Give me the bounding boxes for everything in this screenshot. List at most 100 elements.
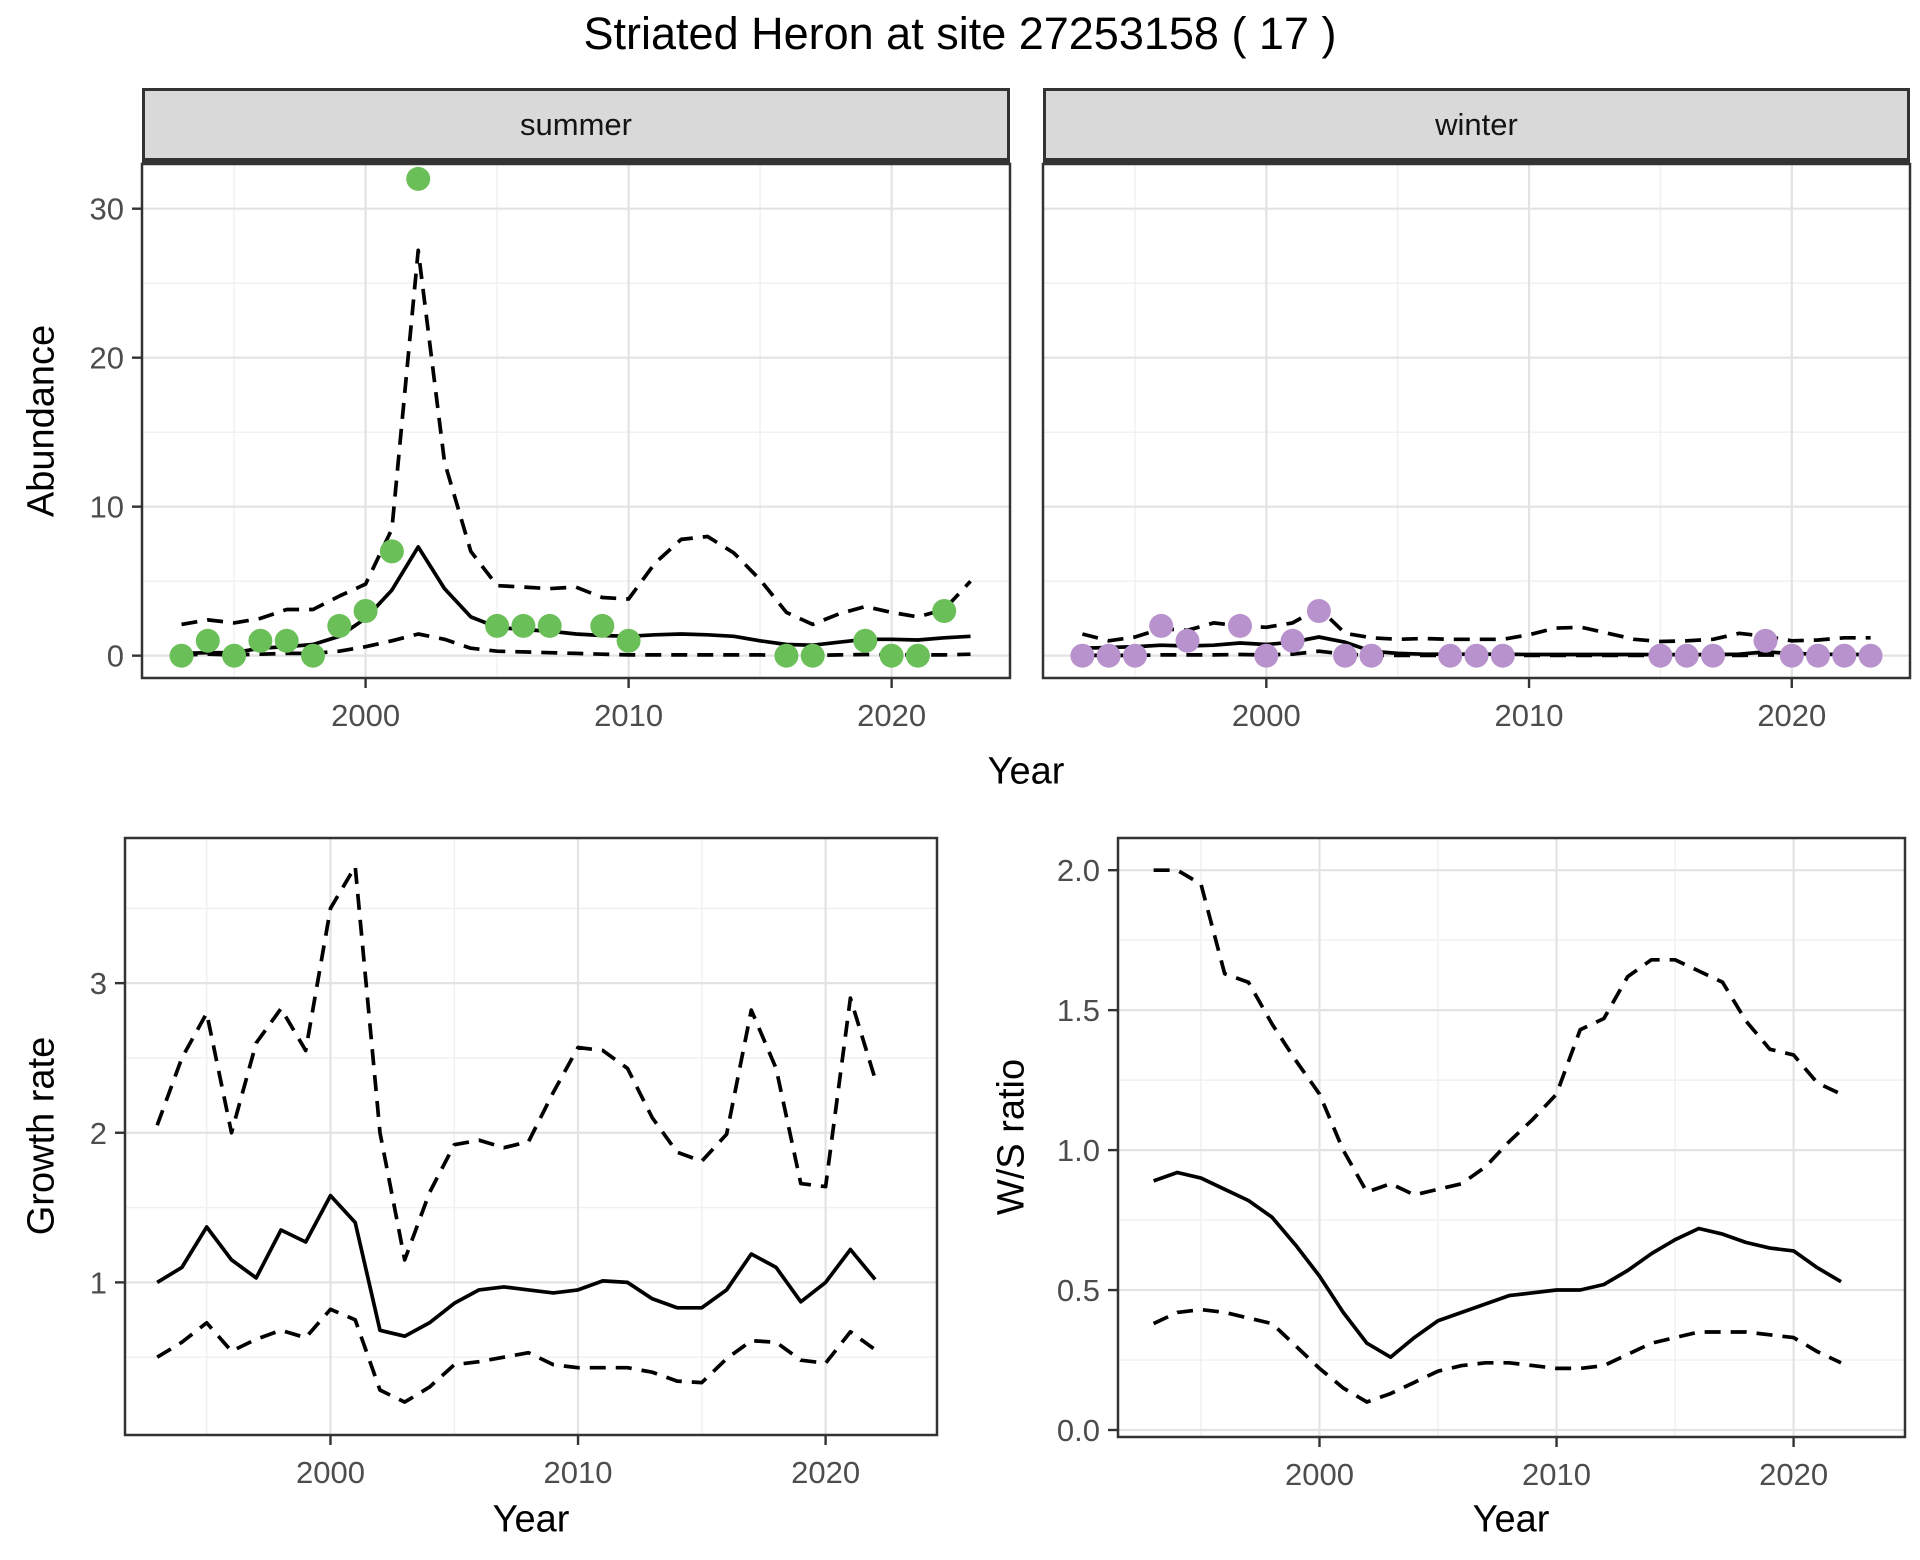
- data-point: [1806, 643, 1830, 668]
- panel-border: [1116, 836, 1907, 1439]
- data-point: [1832, 643, 1857, 668]
- data-point: [616, 628, 641, 653]
- panel-border: [140, 162, 1012, 680]
- data-point: [327, 613, 352, 638]
- x-tick-label: 2010: [1495, 698, 1564, 733]
- series-lower_ci: [1152, 1307, 1842, 1404]
- panel-border: [123, 836, 939, 1437]
- data-point: [1464, 643, 1489, 668]
- data-point: [800, 643, 825, 668]
- panel-abundance-winter: 2000 2010 2020: [1041, 162, 1912, 733]
- series-mean: [181, 545, 971, 656]
- gridlines: [1043, 164, 1910, 678]
- gridlines: [142, 164, 1010, 678]
- data-point: [1438, 643, 1463, 668]
- x-tick-label: 2000: [331, 698, 400, 733]
- data-point: [1149, 613, 1174, 638]
- data-point: [774, 643, 799, 668]
- data-point: [511, 613, 536, 638]
- data-point: [1175, 628, 1200, 653]
- data-point: [485, 613, 510, 638]
- x-tick-label: 2000: [1232, 698, 1301, 733]
- data-point: [1490, 643, 1515, 668]
- data-point: [1228, 613, 1252, 638]
- data-point: [353, 599, 378, 623]
- data-point: [1070, 643, 1095, 668]
- x-tick-label: 2000: [296, 1455, 365, 1490]
- panel-growth-rate: 2000 2010 2020 1 2 3: [90, 836, 939, 1490]
- x-tick-label: 2020: [1759, 1457, 1828, 1492]
- x-tick-label: 2010: [594, 698, 663, 733]
- data-point: [195, 628, 220, 653]
- data-point: [932, 599, 957, 623]
- y-tick-label: 0.0: [1057, 1413, 1100, 1448]
- data-point: [379, 539, 404, 564]
- x-tick-label: 2020: [791, 1455, 860, 1490]
- x-tick-label: 2010: [544, 1455, 613, 1490]
- data-point: [1359, 643, 1384, 668]
- data-point: [590, 613, 615, 638]
- data-point: [853, 628, 878, 653]
- data-point: [1779, 643, 1804, 668]
- y-tick-label: 30: [90, 192, 124, 227]
- panel-ws-ratio: 2000 2010 2020 0.0 0.5 1.0 1.5 2.0: [1057, 836, 1907, 1492]
- data-point: [1306, 599, 1331, 623]
- data-point: [1674, 643, 1699, 668]
- x-axis-title-year-ws: Year: [1472, 1498, 1550, 1541]
- y-tick-label: 3: [90, 966, 107, 1001]
- y-axis-title-ws-ratio: W/S ratio: [990, 1058, 1033, 1216]
- x-tick-label: 2010: [1522, 1457, 1591, 1492]
- data-point: [301, 643, 325, 668]
- data-point: [879, 643, 904, 668]
- data-point: [1123, 643, 1147, 668]
- y-tick-label: 10: [90, 490, 124, 525]
- data-point: [1096, 643, 1121, 668]
- series-upper_ci: [1153, 868, 1842, 1197]
- y-axis-title-growth-rate: Growth rate: [20, 1036, 63, 1236]
- data-point: [537, 613, 562, 638]
- data-points: [169, 166, 957, 668]
- y-tick-label: 20: [90, 341, 124, 376]
- data-point: [1701, 643, 1725, 668]
- data-point: [905, 643, 930, 668]
- series-upper_ci: [155, 864, 877, 1262]
- data-point: [1858, 643, 1883, 668]
- x-axis-title-year-growth: Year: [492, 1498, 570, 1541]
- panel-border: [1041, 162, 1912, 680]
- y-tick-label: 2.0: [1057, 853, 1100, 888]
- series-mean: [1152, 1170, 1842, 1360]
- y-axis-title-abundance: Abundance: [20, 324, 63, 518]
- y-tick-label: 0: [107, 639, 124, 674]
- data-point: [222, 643, 247, 668]
- y-tick-label: 1.5: [1057, 993, 1100, 1028]
- x-tick-label: 2020: [857, 698, 926, 733]
- y-tick-label: 0.5: [1057, 1273, 1100, 1308]
- data-point: [169, 643, 194, 668]
- series-mean: [156, 1193, 877, 1339]
- series-upper_ci: [181, 248, 972, 627]
- data-point: [1333, 643, 1358, 668]
- facet-strip-label: winter: [1435, 106, 1518, 142]
- series-upper_ci: [1081, 606, 1871, 644]
- data-point: [1280, 628, 1305, 653]
- facet-strip-winter: winter: [1043, 88, 1910, 164]
- y-tick-label: 1: [90, 1265, 107, 1300]
- data-point: [1254, 643, 1279, 668]
- data-point: [274, 628, 299, 653]
- series-lower_ci: [156, 1307, 877, 1404]
- data-point: [248, 628, 273, 653]
- data-point: [1753, 628, 1778, 653]
- data-point: [406, 166, 431, 191]
- x-tick-label: 2000: [1285, 1457, 1354, 1492]
- facet-strip-summer: summer: [142, 88, 1010, 164]
- x-tick-label: 2020: [1757, 698, 1826, 733]
- data-point: [1648, 643, 1673, 668]
- x-axis-title-year-top: Year: [987, 750, 1065, 793]
- data-points: [1070, 599, 1883, 668]
- y-tick-label: 2: [90, 1116, 107, 1151]
- figure-title: Striated Heron at site 27253158 ( 17 ): [583, 8, 1337, 59]
- y-tick-label: 1.0: [1057, 1133, 1100, 1168]
- facet-strip-label: summer: [520, 106, 632, 142]
